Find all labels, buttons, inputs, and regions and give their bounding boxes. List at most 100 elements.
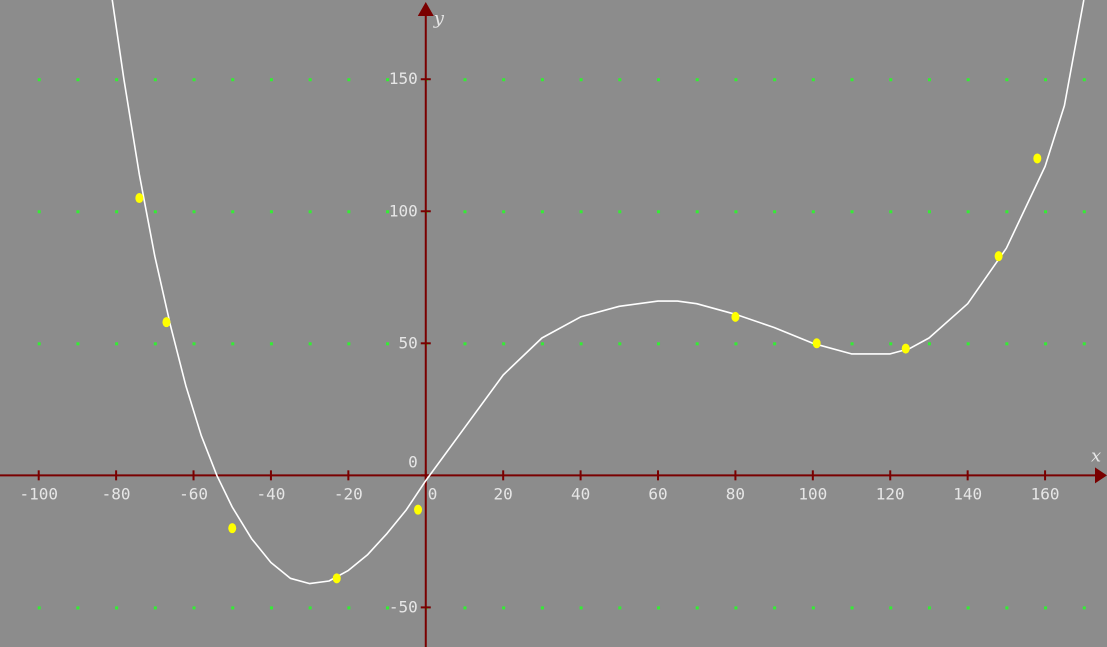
grid-dot <box>115 342 119 346</box>
x-axis-arrow <box>1095 467 1107 484</box>
grid-dot <box>308 606 312 610</box>
grid-dot <box>192 210 196 214</box>
grid-dot <box>695 78 699 82</box>
grid-dot <box>579 342 583 346</box>
grid-dot <box>811 210 815 214</box>
grid-dot <box>269 78 273 82</box>
grid-dot <box>927 606 931 610</box>
y-tick-label: 150 <box>389 69 418 88</box>
curve-layer <box>111 0 1085 585</box>
grid-dot <box>657 342 661 346</box>
x-tick-label: 120 <box>876 484 905 503</box>
grid-dot <box>927 78 931 82</box>
grid-dot <box>115 210 119 214</box>
grid-dot <box>850 210 854 214</box>
grid-dot <box>966 606 970 610</box>
x-tick-label: -40 <box>256 484 285 503</box>
grid-dot <box>37 78 41 82</box>
grid-dot <box>386 342 390 346</box>
grid-dot <box>463 78 467 82</box>
y-tick-label: 50 <box>399 333 418 352</box>
grid-dot <box>76 606 80 610</box>
grid-dot <box>502 78 506 82</box>
x-tick-label: 100 <box>798 484 827 503</box>
fitted-curve <box>111 0 1085 585</box>
grid-dot <box>657 210 661 214</box>
grid-dot <box>540 210 544 214</box>
grid-dot <box>1005 78 1009 82</box>
grid-dot <box>269 210 273 214</box>
grid-dot <box>966 78 970 82</box>
y-axis-label: y <box>433 8 445 29</box>
grid-dot <box>115 78 119 82</box>
grid-dots <box>37 78 1086 610</box>
grid-dot <box>1044 210 1048 214</box>
grid-dot <box>269 342 273 346</box>
y-axis-arrow <box>417 2 434 16</box>
grid-dot <box>540 606 544 610</box>
grid-dot <box>1082 342 1086 346</box>
grid-dot <box>386 78 390 82</box>
x-tick-label: 160 <box>1031 484 1060 503</box>
tick-labels: -100 -80 -60 -40 -20 0 20 40 60 80 100 120 140 160 -50… <box>19 69 1059 616</box>
x-tick-label: 20 <box>494 484 513 503</box>
grid-dot <box>347 78 351 82</box>
grid-dot <box>37 210 41 214</box>
x-axis-label: x <box>1091 445 1101 466</box>
grid-dot <box>1044 342 1048 346</box>
grid-dot <box>231 78 235 82</box>
y-tick-label: -50 <box>389 597 418 616</box>
grid-dot <box>773 78 777 82</box>
x-tick-label: 0 <box>428 484 438 503</box>
grid-dot <box>773 210 777 214</box>
grid-dot <box>579 606 583 610</box>
grid-dot <box>734 342 738 346</box>
data-point <box>332 573 341 584</box>
x-tick-label: 80 <box>726 484 745 503</box>
grid-dot <box>811 78 815 82</box>
grid-dot <box>540 78 544 82</box>
grid-dot <box>850 78 854 82</box>
x-tick-label: -80 <box>102 484 131 503</box>
point-layer <box>135 153 1042 584</box>
grid-dot <box>657 606 661 610</box>
grid-dot <box>1005 210 1009 214</box>
x-tick-label: -20 <box>334 484 363 503</box>
grid-dot <box>773 342 777 346</box>
grid-dot <box>463 606 467 610</box>
grid-dot <box>269 606 273 610</box>
x-tick-label: 60 <box>648 484 667 503</box>
grid-dot <box>308 78 312 82</box>
data-point <box>228 523 237 534</box>
grid-dot <box>231 606 235 610</box>
grid-dot <box>618 342 622 346</box>
grid-dot <box>695 606 699 610</box>
grid-dot <box>308 342 312 346</box>
grid-dot <box>889 210 893 214</box>
grid-dot <box>1044 78 1048 82</box>
grid-dot <box>76 78 80 82</box>
grid-dot <box>540 342 544 346</box>
grid-dot <box>386 606 390 610</box>
grid-dot <box>502 606 506 610</box>
grid-dot <box>1082 606 1086 610</box>
data-point <box>414 504 423 515</box>
grid-dot <box>153 78 157 82</box>
grid-dot <box>850 342 854 346</box>
grid-dot <box>153 342 157 346</box>
grid-dot <box>889 78 893 82</box>
data-point <box>812 338 821 349</box>
grid-dot <box>347 606 351 610</box>
data-point <box>994 251 1003 262</box>
grid-dot <box>889 606 893 610</box>
grid-dot <box>192 342 196 346</box>
grid-dot <box>1005 606 1009 610</box>
grid-dot <box>657 78 661 82</box>
grid-dot <box>1082 210 1086 214</box>
data-point <box>1033 153 1042 164</box>
grid-dot <box>347 210 351 214</box>
grid-dot <box>308 210 312 214</box>
grid-dot <box>502 342 506 346</box>
